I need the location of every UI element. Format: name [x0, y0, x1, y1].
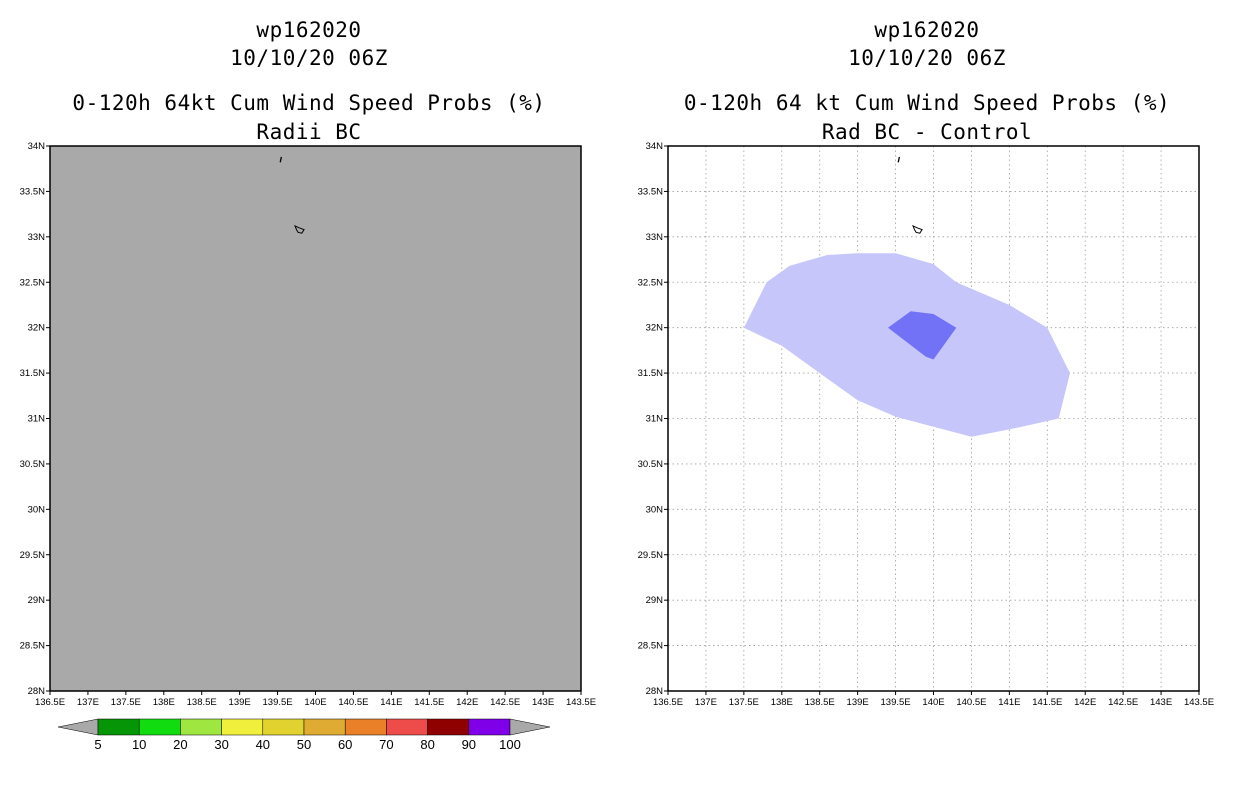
y-tick-label: 30.5N — [638, 459, 663, 470]
y-tick-label: 33N — [28, 232, 46, 243]
product-title: 0-120h 64kt Cum Wind Speed Probs (%) — [72, 91, 546, 115]
y-tick-label: 32N — [646, 323, 664, 334]
x-tick-label: 141E — [380, 697, 402, 708]
colorbar-segment — [97, 718, 140, 736]
y-tick-label: 28.5N — [20, 641, 45, 652]
colorbar-segment — [262, 718, 305, 736]
x-tick-label: 138.5E — [187, 697, 217, 708]
x-tick-label: 141.5E — [414, 697, 444, 708]
colorbar-label: 60 — [338, 737, 352, 752]
colorbar-segment — [427, 718, 470, 736]
y-tick-label: 29N — [646, 595, 664, 606]
storm-id: wp162020 — [874, 18, 980, 42]
colorbar-segment — [344, 718, 387, 736]
x-tick-label: 140.5E — [338, 697, 368, 708]
y-tick-label: 28N — [646, 686, 664, 697]
x-tick-label: 140.5E — [956, 697, 986, 708]
x-tick-label: 141E — [998, 697, 1020, 708]
shaded-region-outer — [743, 253, 1070, 437]
x-tick-label: 139E — [847, 697, 869, 708]
y-tick-label: 30N — [28, 504, 46, 515]
y-tick-label: 30.5N — [20, 459, 45, 470]
storm-id: wp162020 — [256, 18, 362, 42]
panel-radii-bc: wp162020 10/10/20 06Z 0-120h 64kt Cum Wi… — [20, 18, 596, 752]
forecast-datetime: 10/10/20 06Z — [230, 46, 388, 70]
x-tick-label: 140E — [304, 697, 326, 708]
y-tick-label: 28N — [28, 686, 46, 697]
x-tick-label: 136.5E — [653, 697, 683, 708]
islet-outline — [897, 156, 901, 163]
y-tick-label: 34N — [646, 141, 664, 152]
y-tick-label: 32.5N — [20, 277, 45, 288]
y-tick-label: 28.5N — [638, 641, 663, 652]
colorbar-label: 100 — [499, 737, 521, 752]
colorbar-segment — [180, 718, 222, 736]
x-tick-label: 143E — [532, 697, 554, 708]
x-tick-label: 142.5E — [1108, 697, 1138, 708]
colorbar-label: 30 — [214, 737, 228, 752]
colorbar-segment — [386, 718, 428, 736]
x-tick-label: 143E — [1150, 697, 1172, 708]
colorbar-segment — [221, 718, 264, 736]
x-tick-label: 137.5E — [111, 697, 141, 708]
forecast-datetime: 10/10/20 06Z — [848, 46, 1006, 70]
x-tick-label: 137E — [695, 697, 717, 708]
colorbar-label: 80 — [420, 737, 434, 752]
y-tick-label: 33.5N — [638, 186, 663, 197]
colorbar-arrow-high — [509, 718, 551, 736]
colorbar-arrow-low — [57, 718, 99, 736]
island-outline — [294, 224, 305, 234]
panel-subtitle: Rad BC - Control — [821, 120, 1033, 144]
colorbar-segment — [138, 718, 181, 736]
y-tick-label: 33.5N — [20, 186, 45, 197]
map-plot: 136.5E 137E 137.5E 138E 138.5E 139E 139.5E 140E… — [20, 141, 596, 752]
island-outline — [912, 224, 923, 234]
x-tick-label: 142.5E — [490, 697, 520, 708]
x-tick-label: 138E — [153, 697, 175, 708]
y-tick-label: 31.5N — [20, 368, 45, 379]
map-plot: 136.5E 137E 137.5E 138E 138.5E 139E 139.5E 140E… — [638, 141, 1214, 708]
x-tick-label: 142E — [456, 697, 478, 708]
colorbar-segment — [303, 718, 346, 736]
colorbar-label: 10 — [132, 737, 146, 752]
x-tick-label: 142E — [1074, 697, 1096, 708]
islet-outline — [279, 156, 283, 163]
x-tick-label: 137.5E — [729, 697, 759, 708]
y-tick-label: 29.5N — [638, 550, 663, 561]
x-tick-label: 139.5E — [881, 697, 911, 708]
y-tick-label: 31N — [28, 414, 46, 425]
panel-rad-bc-minus-control: wp162020 10/10/20 06Z 0-120h 64 kt Cum W… — [618, 0, 1236, 800]
x-tick-label: 141.5E — [1032, 697, 1062, 708]
x-tick-label: 138.5E — [805, 697, 835, 708]
product-title: 0-120h 64 kt Cum Wind Speed Probs (%) — [683, 91, 1171, 115]
x-tick-label: 140E — [922, 697, 944, 708]
x-tick-label: 136.5E — [35, 697, 65, 708]
shaded-region-inner — [888, 311, 957, 360]
y-tick-label: 32.5N — [638, 277, 663, 288]
colorbar-label: 5 — [94, 737, 101, 752]
x-tick-label: 143.5E — [1184, 697, 1214, 708]
colorbar-label: 70 — [379, 737, 393, 752]
x-tick-label: 138E — [771, 697, 793, 708]
x-tick-label: 139.5E — [263, 697, 293, 708]
y-tick-label: 29.5N — [20, 550, 45, 561]
y-tick-label: 30N — [646, 504, 664, 515]
y-tick-label: 31.5N — [638, 368, 663, 379]
x-tick-label: 139E — [229, 697, 251, 708]
colorbar-segment — [468, 718, 511, 736]
x-tick-label: 143.5E — [566, 697, 596, 708]
plot-background — [50, 146, 581, 691]
y-tick-label: 32N — [28, 323, 46, 334]
y-tick-label: 33N — [646, 232, 664, 243]
colorbar-label: 90 — [462, 737, 476, 752]
colorbar-label: 20 — [173, 737, 187, 752]
y-tick-label: 31N — [646, 414, 664, 425]
colorbar-label: 40 — [256, 737, 270, 752]
y-tick-label: 34N — [28, 141, 46, 152]
x-tick-label: 137E — [77, 697, 99, 708]
colorbar-label: 50 — [297, 737, 311, 752]
panel-subtitle: Radii BC — [256, 120, 362, 144]
y-tick-label: 29N — [28, 595, 46, 606]
